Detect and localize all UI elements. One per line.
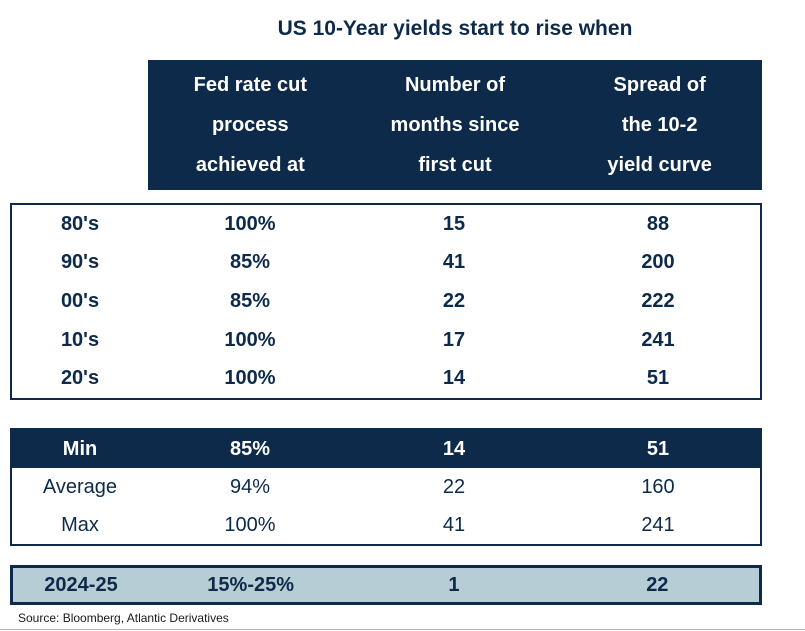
cell-spread: 51 [646, 367, 670, 390]
header-spread-10-2: Spread of the 10-2 yield curve [607, 74, 712, 176]
cell-spread: 22 [646, 573, 669, 596]
row-label: 10's [60, 328, 100, 351]
row-label: 20's [60, 367, 100, 390]
table-header: Fed rate cut process achieved at Number … [148, 60, 762, 190]
cell-achieved: 94% [229, 475, 271, 498]
page-title: US 10-Year yields start to rise when [277, 17, 633, 40]
cell-achieved: 85% [229, 437, 271, 460]
table-row-20s: 20's 100% 14 51 [12, 359, 760, 398]
table-row-00s: 00's 85% 22 222 [12, 282, 760, 321]
row-label: 90's [60, 251, 100, 274]
header-fed-rate-cut: Fed rate cut process achieved at [193, 74, 307, 176]
cell-months: 41 [442, 251, 466, 274]
row-label: 2024-25 [44, 573, 118, 596]
cell-spread: 88 [646, 212, 670, 235]
decades-table: 80's 100% 15 88 90's 85% 41 200 00's 85%… [10, 203, 762, 400]
summary-table: Min 85% 14 51 Average 94% 22 160 Max 100… [10, 428, 762, 546]
cell-spread: 222 [641, 289, 675, 312]
cell-spread: 241 [641, 328, 675, 351]
row-label: Min [62, 437, 98, 460]
cell-months: 15 [442, 212, 466, 235]
table-row-90s: 90's 85% 41 200 [12, 244, 760, 283]
row-label: 00's [60, 289, 100, 312]
row-label: 80's [60, 212, 100, 235]
summary-row-max: Max 100% 41 241 [12, 506, 760, 544]
cell-months: 22 [442, 289, 466, 312]
cell-months: 41 [442, 513, 466, 536]
cell-months: 14 [442, 437, 466, 460]
cell-spread: 200 [641, 251, 675, 274]
table-row-80s: 80's 100% 15 88 [12, 205, 760, 244]
cell-months: 22 [442, 475, 466, 498]
cell-achieved: 85% [229, 289, 271, 312]
table-row-2024-25: 2024-25 15%-25% 1 22 [13, 568, 759, 602]
header-months-since-cut: Number of months since first cut [390, 74, 520, 176]
cell-months: 14 [442, 367, 466, 390]
cell-spread: 241 [641, 513, 675, 536]
table-row-10s: 10's 100% 17 241 [12, 321, 760, 360]
cell-achieved: 85% [229, 251, 271, 274]
bottom-divider [0, 629, 805, 630]
source-note: Source: Bloomberg, Atlantic Derivatives [18, 611, 229, 625]
cell-achieved: 100% [224, 513, 276, 536]
current-period-table: 2024-25 15%-25% 1 22 [10, 565, 762, 605]
row-label: Max [61, 513, 99, 536]
cell-achieved: 15%-25% [207, 573, 295, 596]
row-label: Average [42, 475, 118, 498]
cell-achieved: 100% [224, 328, 276, 351]
cell-spread: 160 [641, 475, 675, 498]
summary-row-min: Min 85% 14 51 [12, 430, 760, 468]
cell-months: 17 [442, 328, 466, 351]
cell-spread: 51 [646, 437, 670, 460]
cell-achieved: 100% [224, 367, 276, 390]
cell-achieved: 100% [224, 212, 276, 235]
cell-months: 1 [448, 573, 460, 596]
summary-row-average: Average 94% 22 160 [12, 468, 760, 506]
